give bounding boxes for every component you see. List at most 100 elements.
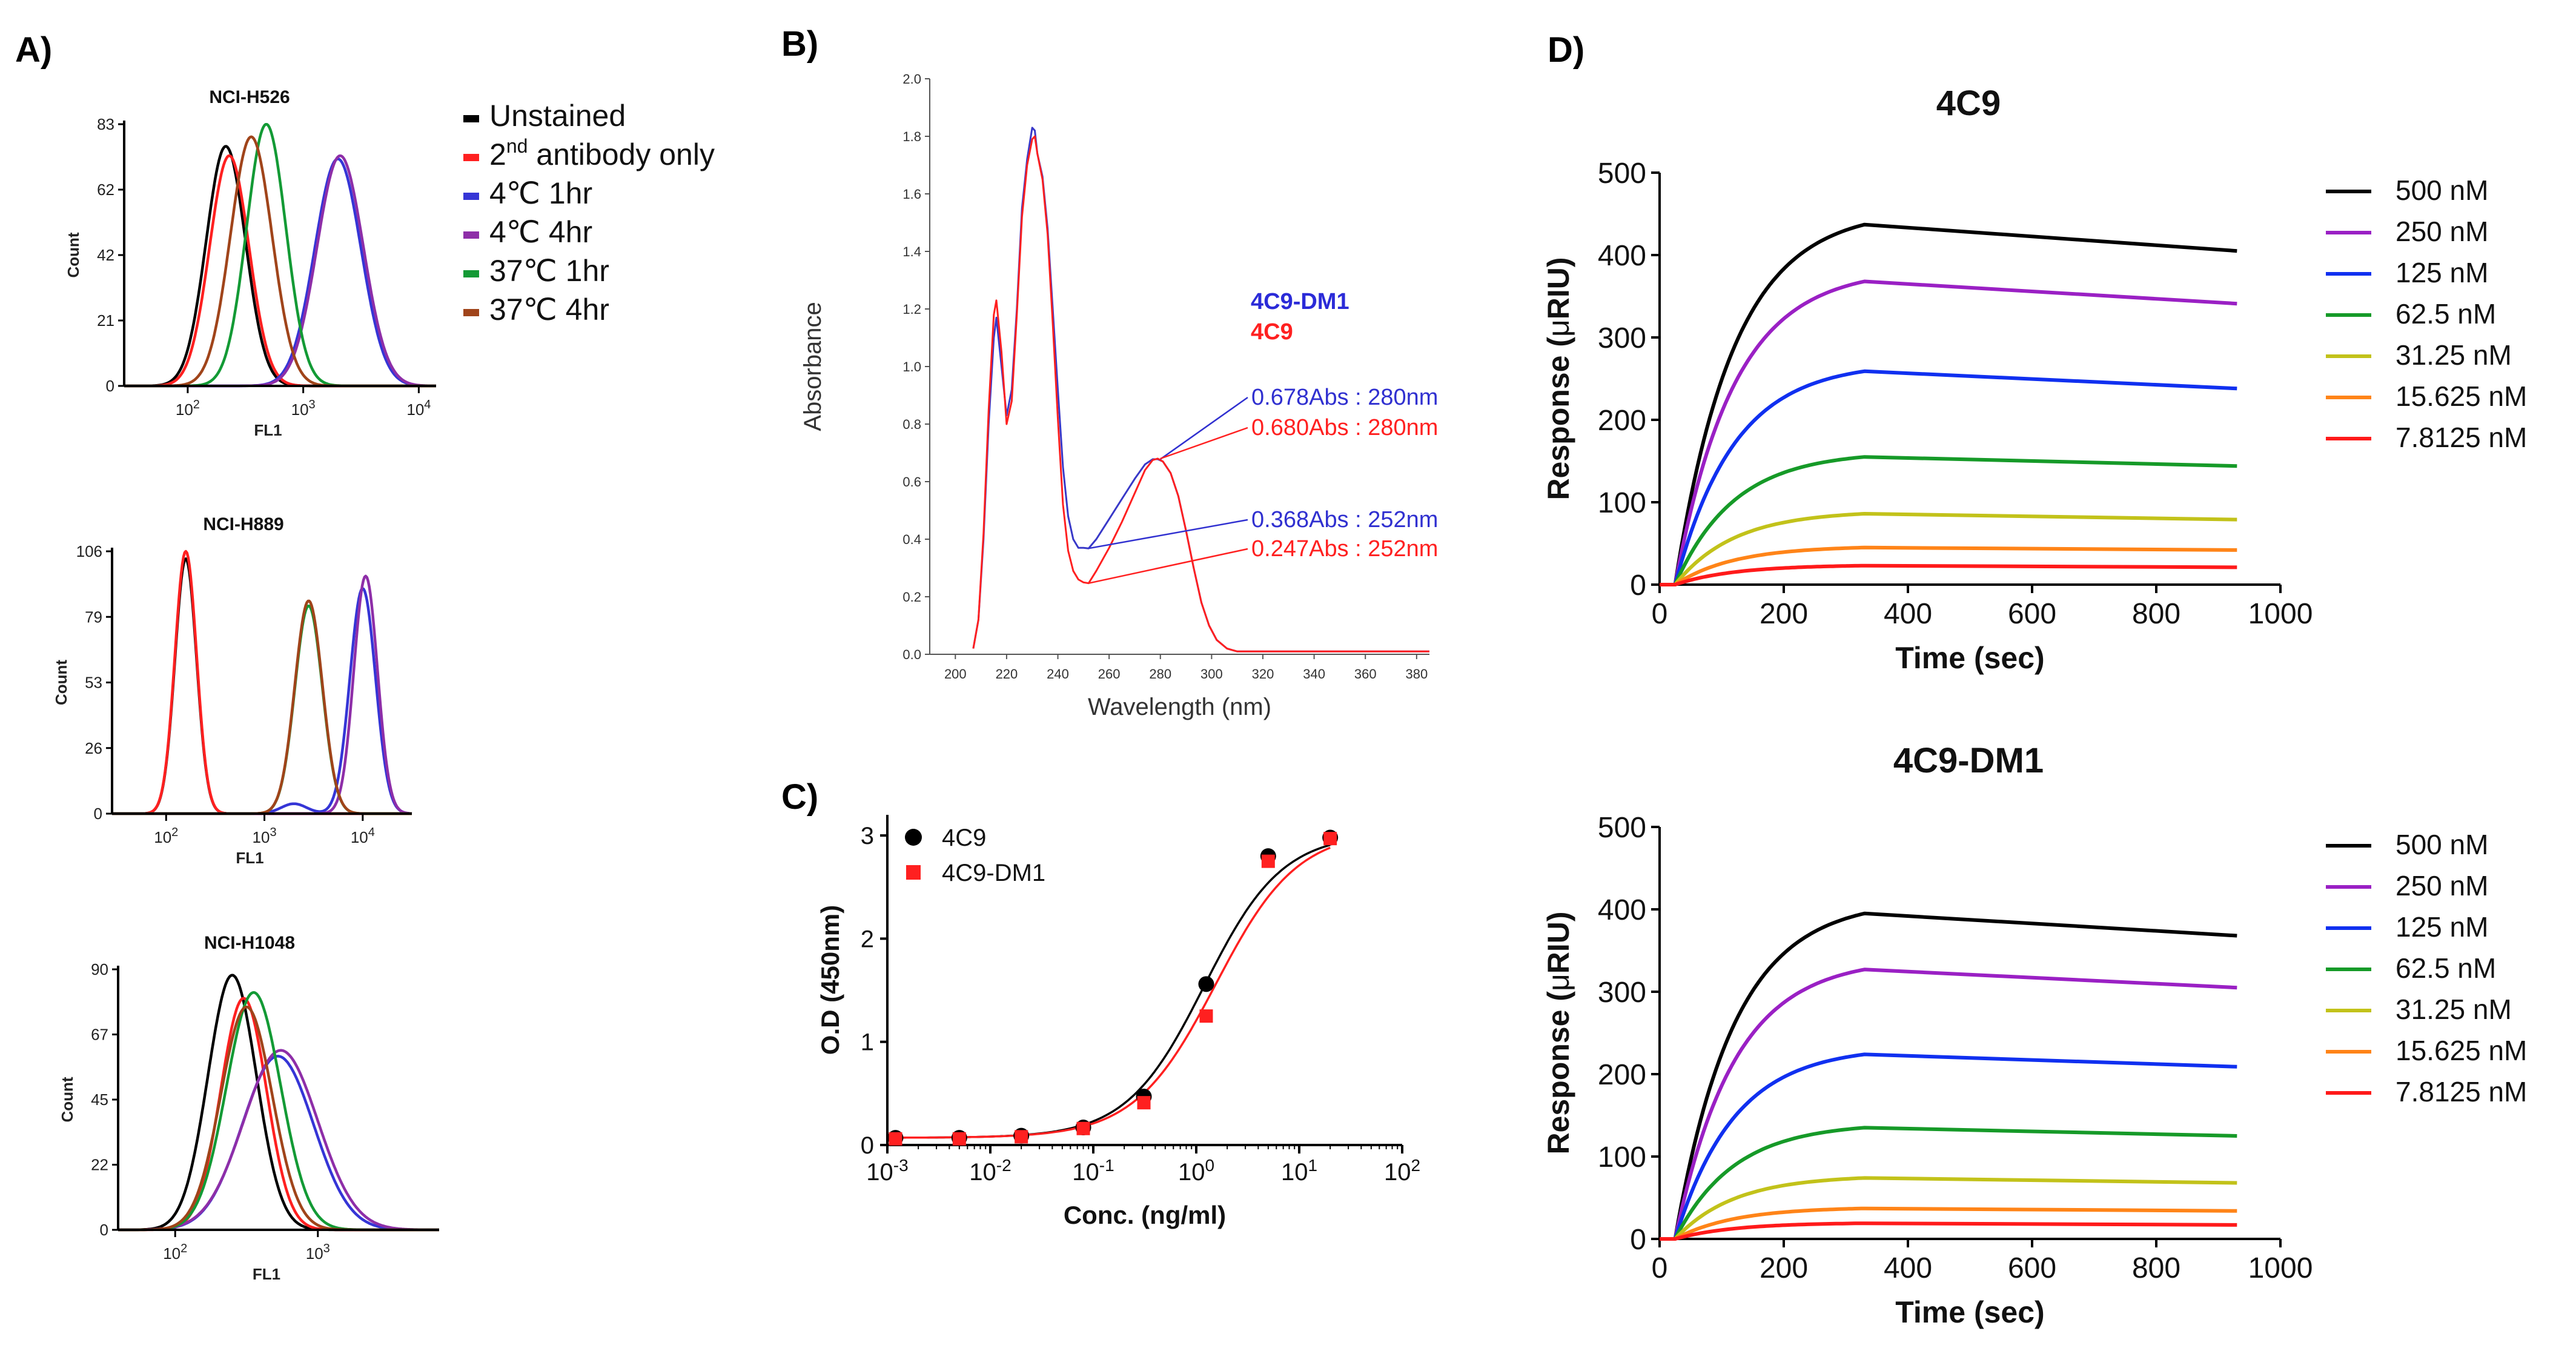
x-axis-label: Conc. (ng/ml) <box>1064 1201 1226 1229</box>
annotation-label-2: 0.368Abs : 252nm <box>1251 507 1438 533</box>
legend-label-2: 125 nM <box>2396 911 2488 943</box>
x-tick-label-base: 10 <box>163 1244 180 1263</box>
y-tick-label: 500 <box>1598 158 1646 190</box>
y-tick-label: 300 <box>1598 322 1646 354</box>
x-tick-label: 360 <box>1354 666 1377 682</box>
legend-label-5: 15.625 nM <box>2396 1035 2527 1066</box>
legend-label-1: 4C9-DM1 <box>942 860 1045 886</box>
sensorgram-title: 4C9 <box>1936 84 2001 123</box>
y-tick-label: 3 <box>861 823 874 849</box>
annotation-leader-3 <box>1088 548 1248 584</box>
y-axis-label-prefix: Response ( <box>1541 337 1575 500</box>
histogram-series-5 <box>111 599 412 815</box>
sensorgram-curve-1 <box>1660 279 2237 586</box>
y-tick-label: 42 <box>97 246 114 264</box>
x-tick-label: 103 <box>306 1242 330 1263</box>
y-tick-label: 2.0 <box>902 71 921 87</box>
x-tick-label: 0 <box>1652 598 1668 630</box>
x-tick-label-base: 10 <box>351 828 368 846</box>
legend-label-4: 31.25 nM <box>2396 994 2512 1025</box>
legend-swatch-0 <box>463 115 479 122</box>
x-tick-label: 10-3 <box>866 1156 908 1186</box>
x-tick-label-base: 10 <box>1178 1159 1205 1186</box>
legend-label-3: 62.5 nM <box>2396 298 2496 330</box>
x-tick-label: 800 <box>2132 598 2180 630</box>
fit-curve-0 <box>895 844 1331 1139</box>
x-tick-label-exponent: 2 <box>1411 1156 1420 1175</box>
sensorgram-curve-6 <box>1660 563 2237 586</box>
y-tick-label: 79 <box>85 608 102 626</box>
legend-swatch-2 <box>463 193 479 200</box>
histogram-series-2 <box>111 587 412 815</box>
y-tick-label: 0 <box>1630 569 1646 602</box>
sensorgram-curve-0 <box>1660 911 2237 1241</box>
histogram-series-4 <box>124 122 437 388</box>
histogram-series-2 <box>124 158 437 388</box>
x-tick-label-exponent: 2 <box>193 398 200 411</box>
x-tick-label-exponent: 4 <box>368 826 375 839</box>
x-tick-label-exponent: -1 <box>1099 1156 1114 1175</box>
y-tick-label: 0.4 <box>902 532 921 547</box>
legend-swatch-3 <box>463 231 479 239</box>
annotation-label-1: 0.680Abs : 280nm <box>1251 415 1438 440</box>
data-point-1-6 <box>1261 854 1275 868</box>
legend-swatch-4 <box>463 270 479 277</box>
x-tick-label-exponent: 1 <box>1308 1156 1317 1175</box>
histogram-series-3 <box>111 574 412 815</box>
y-axis-label-mu: μ <box>1541 974 1575 991</box>
y-axis-label-mu: μ <box>1541 319 1575 337</box>
x-tick-label-base: 10 <box>1281 1159 1308 1186</box>
panel-b-absorbance-spectrum: 0.0 0.2 0.4 0.6 0.8 1.0 1.2 1.4 1.6 1.8 2.0 200 220 2… <box>800 71 1438 720</box>
legend-label-1: 4C9 <box>1251 319 1293 345</box>
y-axis-label: Response (μRIU) <box>1541 911 1575 1154</box>
x-tick-label: 380 <box>1405 666 1428 682</box>
legend-label-2: 4℃ 1hr <box>489 176 592 210</box>
y-tick-label: 106 <box>76 542 102 560</box>
x-tick-label: 102 <box>176 398 200 419</box>
y-tick-label: 67 <box>91 1026 108 1044</box>
sensorgram-curve-1 <box>1660 968 2237 1241</box>
histogram-series-4 <box>118 991 440 1232</box>
sensorgram-curve-2 <box>1660 1052 2237 1241</box>
sensorgram-1: 4C9-DM1 0 100 200 300 400 500 0 200 400 600 800 1000… <box>1541 741 2527 1329</box>
legend-marker-1 <box>906 865 921 880</box>
fit-curve-1 <box>895 846 1331 1139</box>
y-tick-label: 0 <box>861 1132 874 1159</box>
y-axis-label: Absorbance <box>800 302 826 431</box>
x-tick-label-exponent: 3 <box>270 826 276 839</box>
x-tick-label: 104 <box>406 398 431 419</box>
legend-label-5: 37℃ 4hr <box>489 293 609 327</box>
x-axis-label: Time (sec) <box>1895 641 2044 675</box>
sensorgram-curve-6 <box>1660 1221 2237 1241</box>
x-tick-label: 400 <box>1884 598 1932 630</box>
sensorgram-curve-5 <box>1660 1206 2237 1241</box>
y-tick-label: 200 <box>1598 405 1646 437</box>
annotation-label-3: 0.247Abs : 252nm <box>1251 536 1438 562</box>
x-tick-label: 300 <box>1200 666 1223 682</box>
y-tick-label: 100 <box>1598 487 1646 519</box>
x-tick-label: 600 <box>2008 1252 2056 1284</box>
y-tick-label: 0 <box>106 377 114 395</box>
x-tick-label-base: 10 <box>154 828 171 846</box>
x-tick-label: 260 <box>1098 666 1121 682</box>
x-tick-label-base: 10 <box>969 1159 996 1186</box>
y-tick-label: 0.8 <box>902 417 921 432</box>
x-tick-label: 600 <box>2008 598 2056 630</box>
histogram-title: NCI-H526 <box>209 87 290 107</box>
y-axis-label: O.D (450nm) <box>816 905 844 1055</box>
annotation-leader-0 <box>1160 396 1248 460</box>
x-tick-label-base: 10 <box>176 400 193 419</box>
spectrum-series-1 <box>972 135 1429 652</box>
x-tick-label: 102 <box>154 826 178 846</box>
annotation-leader-2 <box>1088 519 1248 549</box>
legend-label-0: Unstained <box>489 99 626 133</box>
x-tick-label: 103 <box>291 398 316 419</box>
panel-label-c: C) <box>781 777 818 817</box>
y-axis-label-suffix: RIU) <box>1541 911 1575 974</box>
y-tick-label: 1.4 <box>902 244 921 259</box>
y-tick-label: 1.0 <box>902 359 921 374</box>
y-tick-label: 21 <box>97 311 114 330</box>
